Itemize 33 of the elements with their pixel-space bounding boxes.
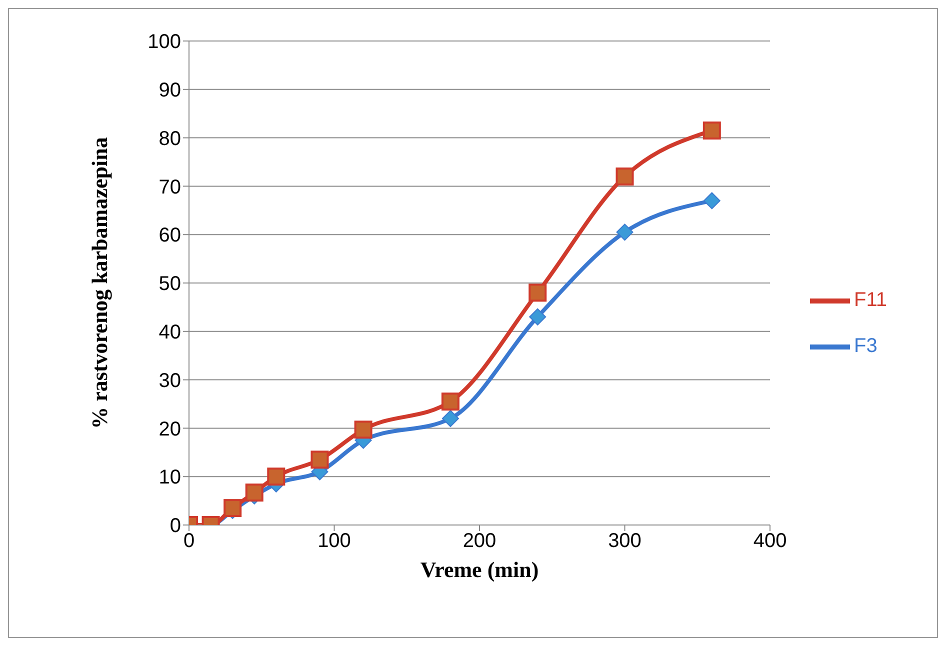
y-tick-label: 0 <box>170 515 181 538</box>
y-tick-label: 30 <box>158 370 181 392</box>
x-tick-label: 300 <box>608 530 642 552</box>
x-axis-title: Vreme (min) <box>420 557 539 582</box>
y-tick-label: 60 <box>158 224 181 247</box>
x-tick-label: 100 <box>318 530 351 552</box>
y-tick-label: 50 <box>158 273 181 296</box>
x-tick-label: 200 <box>462 530 496 552</box>
y-tick-label: 70 <box>158 176 181 198</box>
point <box>528 284 547 302</box>
point <box>441 392 460 411</box>
legend-label: F3 <box>854 335 878 357</box>
x-tick-label: 400 <box>753 530 787 552</box>
x-tick-label: 0 <box>183 530 195 552</box>
point <box>310 450 329 469</box>
point <box>703 192 720 210</box>
y-tick-label: 90 <box>158 80 181 102</box>
point <box>354 420 372 439</box>
point <box>529 308 546 326</box>
y-tick-label: 100 <box>148 31 181 54</box>
y-tick-label: 80 <box>158 128 181 150</box>
point <box>702 122 721 140</box>
point <box>267 468 286 486</box>
y-tick-label: 10 <box>158 466 181 489</box>
point <box>442 410 459 428</box>
point <box>616 168 634 186</box>
point <box>245 484 264 502</box>
y-axis-title: % rastvorenog karbamazepina <box>86 137 112 429</box>
point <box>616 224 634 241</box>
legend-label: F11 <box>854 289 887 311</box>
point <box>224 499 242 518</box>
y-tick-label: 20 <box>158 418 181 440</box>
y-tick-label: 40 <box>158 322 181 344</box>
